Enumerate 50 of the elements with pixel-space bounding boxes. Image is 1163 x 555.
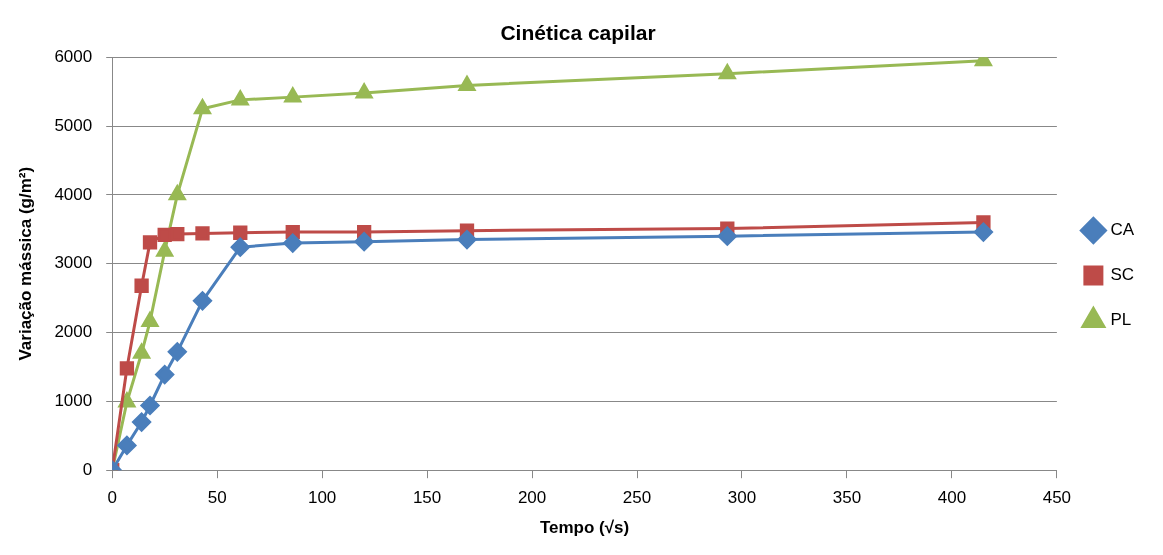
- point: [233, 225, 248, 240]
- point: [194, 99, 211, 115]
- legend-label: PL: [1110, 310, 1132, 330]
- x-tick-label: 300: [727, 488, 757, 508]
- point: [134, 278, 149, 293]
- point: [283, 233, 303, 253]
- y-tick-label: 3000: [54, 253, 93, 273]
- chart-title: Cinética capilar: [500, 21, 656, 45]
- point: [354, 232, 374, 252]
- point: [457, 230, 477, 250]
- point: [119, 361, 135, 376]
- y-tick-label: 0: [82, 459, 93, 479]
- x-axis-title: Tempo (√s): [539, 518, 630, 538]
- point: [284, 87, 302, 103]
- legend-label: CA: [1110, 220, 1135, 240]
- point: [192, 291, 212, 311]
- point: [458, 75, 476, 91]
- x-tick-label: 100: [307, 488, 337, 508]
- point: [717, 226, 737, 246]
- x-tick-label: 250: [622, 488, 652, 508]
- point: [132, 412, 152, 432]
- point: [170, 226, 185, 242]
- y-tick-label: 2000: [54, 322, 93, 342]
- x-tick-label: 150: [412, 488, 442, 508]
- point: [231, 90, 249, 106]
- y-tick-label: 5000: [54, 115, 93, 135]
- point: [117, 435, 137, 455]
- point: [718, 64, 736, 80]
- y-tick-label: 6000: [54, 46, 93, 66]
- x-tick-label: 400: [937, 488, 967, 508]
- x-tick-label: 350: [832, 488, 862, 508]
- x-tick-label: 0: [107, 488, 117, 508]
- y-tick-label: 1000: [54, 391, 93, 411]
- x-tick-label: 200: [517, 488, 547, 508]
- point: [355, 83, 373, 99]
- x-tick-label: 450: [1042, 488, 1072, 508]
- point: [973, 222, 993, 242]
- point: [142, 235, 158, 250]
- legend-label: SC: [1110, 265, 1135, 285]
- y-tick-label: 4000: [54, 184, 93, 204]
- point: [156, 241, 174, 257]
- x-tick-label: 50: [207, 488, 227, 508]
- point: [140, 396, 160, 415]
- y-axis-title: Variação mássica (g/m²): [15, 166, 35, 361]
- point: [141, 312, 159, 328]
- point: [167, 342, 187, 362]
- point: [168, 185, 186, 201]
- point: [230, 237, 250, 257]
- point: [155, 365, 175, 385]
- point: [195, 226, 210, 241]
